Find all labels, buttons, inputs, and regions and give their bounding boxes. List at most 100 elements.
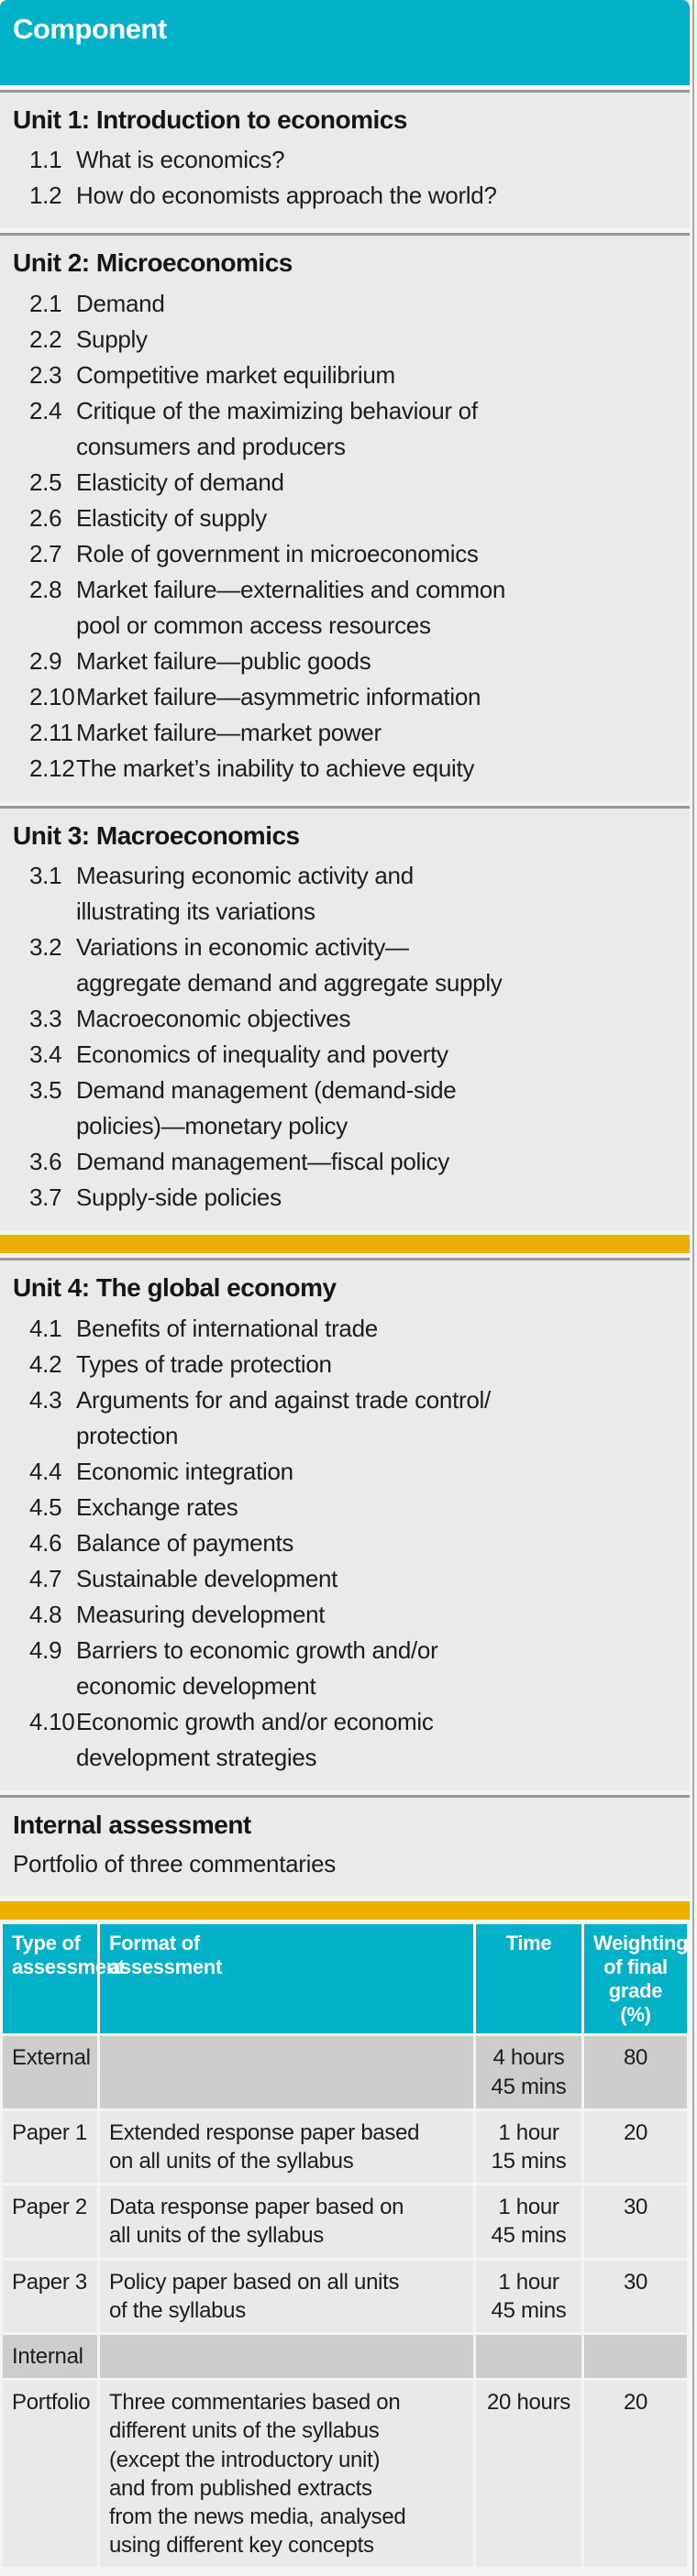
assessment-table: Type of assessment Format of assessment Ti… — [0, 1921, 690, 2570]
section-unit-1: Unit 1: Introduction to economics 1.1 What… — [0, 90, 690, 229]
item-text: Types of trade protection — [76, 1349, 332, 1378]
sections-container: Unit 1: Introduction to economics 1.1 What… — [0, 90, 690, 1920]
syllabus-item: 4.2 Types of trade protection — [0, 1347, 690, 1382]
item-number: 2.3 — [29, 360, 62, 389]
item-text: Critique of the maximizing behaviour of … — [76, 396, 478, 460]
syllabus-item: 3.4 Economics of inequality and poverty — [0, 1037, 690, 1073]
section-internal-assessment: Internal assessment Portfolio of three co… — [0, 1794, 690, 1897]
syllabus-item: 1.1 What is economics? — [0, 142, 690, 178]
item-text: Supply-side policies — [76, 1183, 282, 1212]
item-text: How do economists approach the world? — [76, 182, 497, 210]
item-number: 4.4 — [29, 1457, 62, 1485]
item-text: Demand — [76, 289, 165, 317]
item-number: 2.8 — [29, 575, 62, 603]
item-number: 1.2 — [29, 182, 62, 210]
weighting-cell: 20 — [584, 2381, 687, 2568]
weighting-cell — [584, 2334, 687, 2379]
item-text: Macroeconomic objectives — [76, 1005, 351, 1033]
item-number: 4.6 — [29, 1528, 62, 1557]
item-text: Arguments for and against trade control/… — [76, 1385, 491, 1449]
table-header-row: Type of assessment Format of assessment Ti… — [3, 1923, 689, 2034]
item-text: The market’s inability to achieve equity — [76, 754, 475, 782]
type-cell: Paper 2 — [3, 2185, 97, 2258]
item-number: 3.3 — [29, 1005, 62, 1033]
item-number: 2.7 — [29, 539, 62, 567]
syllabus-item: 4.8 Measuring development — [0, 1597, 690, 1633]
item-text: Measuring economic activity and illustra… — [76, 862, 414, 926]
syllabus-item: 4.10 Economic growth and/or economic deve… — [0, 1704, 690, 1776]
type-cell: Paper 1 — [3, 2110, 97, 2184]
item-text: Benefits of international trade — [76, 1314, 378, 1342]
item-number: 4.2 — [29, 1349, 62, 1378]
format-cell: Policy paper based on all units of the s… — [100, 2260, 473, 2332]
item-text: Market failure—externalities and common … — [76, 575, 506, 639]
table-row: Internal — [3, 2334, 687, 2379]
col-header-time: Time — [476, 1923, 581, 2034]
section-unit-2: Unit 2: Microeconomics 2.1 Demand 2.2 Supply… — [0, 233, 690, 801]
item-number: 2.4 — [29, 396, 62, 424]
section-subtitle: Portfolio of three commentaries — [13, 1849, 336, 1877]
item-text: Demand management (demand-side policies)… — [76, 1076, 457, 1140]
item-number: 2.10 — [29, 682, 75, 710]
item-number: 3.5 — [29, 1076, 62, 1105]
section-unit-4: Unit 4: The global economy 4.1 Benefits of… — [0, 1258, 690, 1790]
item-text: Sustainable development — [76, 1564, 338, 1592]
item-number: 4.9 — [29, 1635, 62, 1664]
item-text: Market failure—asymmetric information — [76, 682, 481, 710]
format-cell: Data response paper based on all units o… — [100, 2185, 473, 2258]
time-cell — [476, 2334, 581, 2379]
col-header-format: Format of assessment — [100, 1923, 473, 2034]
item-number: 2.11 — [29, 718, 73, 746]
syllabus-item: 4.7 Sustainable development — [0, 1561, 690, 1597]
table-row: Paper 1 Extended response paper based on … — [3, 2110, 687, 2184]
syllabus-item: 4.4 Economic integration — [0, 1454, 690, 1490]
type-cell: Portfolio — [3, 2381, 97, 2568]
syllabus-item: 2.12 The market’s inability to achieve eq… — [0, 751, 690, 787]
section-title: Internal assessment — [13, 1810, 251, 1839]
weighting-cell: 30 — [584, 2185, 687, 2258]
syllabus-item: 3.6 Demand management—fiscal policy — [0, 1144, 690, 1180]
item-text: Balance of payments — [76, 1528, 294, 1557]
type-cell: Internal — [3, 2334, 97, 2379]
item-text: Competitive market equilibrium — [76, 360, 395, 389]
item-number: 3.1 — [29, 862, 62, 890]
section-unit-3: Unit 3: Macroeconomics 3.1 Measuring econo… — [0, 805, 690, 1231]
component-header: Component — [0, 0, 690, 85]
syllabus-item: 2.5 Elasticity of demand — [0, 465, 690, 501]
syllabus-item: 2.10 Market failure—asymmetric informatio… — [0, 679, 690, 715]
item-text: Economic integration — [76, 1457, 293, 1485]
table-row: Paper 3 Policy paper based on all units o… — [3, 2260, 687, 2332]
syllabus-item: 2.4 Critique of the maximizing behaviour … — [0, 393, 690, 465]
type-cell: Paper 3 — [3, 2260, 97, 2332]
item-number: 2.6 — [29, 503, 62, 532]
syllabus-item: 4.3 Arguments for and against trade contr… — [0, 1382, 690, 1454]
item-text: Variations in economic activity— aggrega… — [76, 933, 503, 997]
item-number: 1.1 — [29, 146, 62, 174]
item-text: Elasticity of demand — [76, 468, 284, 496]
syllabus-item: 4.9 Barriers to economic growth and/or ec… — [0, 1633, 690, 1704]
item-text: Measuring development — [76, 1600, 326, 1628]
section-title: Unit 2: Microeconomics — [13, 248, 293, 278]
syllabus-item: 4.1 Benefits of international trade — [0, 1311, 690, 1347]
item-number: 3.2 — [29, 933, 62, 962]
time-cell: 4 hours 45 mins — [476, 2036, 581, 2108]
item-text: Demand management—fiscal policy — [76, 1148, 449, 1176]
item-number: 2.2 — [29, 325, 62, 353]
syllabus-item: 2.8 Market failure—externalities and comm… — [0, 572, 690, 644]
amber-divider — [0, 1900, 690, 1920]
item-text: Elasticity of supply — [76, 503, 267, 532]
item-text: Exchange rates — [76, 1492, 238, 1521]
syllabus-item: 2.6 Elasticity of supply — [0, 501, 690, 536]
item-number: 4.1 — [29, 1314, 62, 1342]
item-text: What is economics? — [76, 146, 285, 174]
item-number: 4.10 — [29, 1707, 75, 1735]
section-title: Unit 1: Introduction to economics — [13, 105, 407, 134]
syllabus-item: 4.6 Balance of payments — [0, 1525, 690, 1561]
syllabus-item: 3.7 Supply-side policies — [0, 1180, 690, 1216]
item-text: Market failure—market power — [76, 718, 382, 746]
syllabus-item: 3.2 Variations in economic activity— aggr… — [0, 930, 690, 1001]
time-cell: 20 hours — [476, 2381, 581, 2568]
item-number: 4.5 — [29, 1492, 62, 1521]
